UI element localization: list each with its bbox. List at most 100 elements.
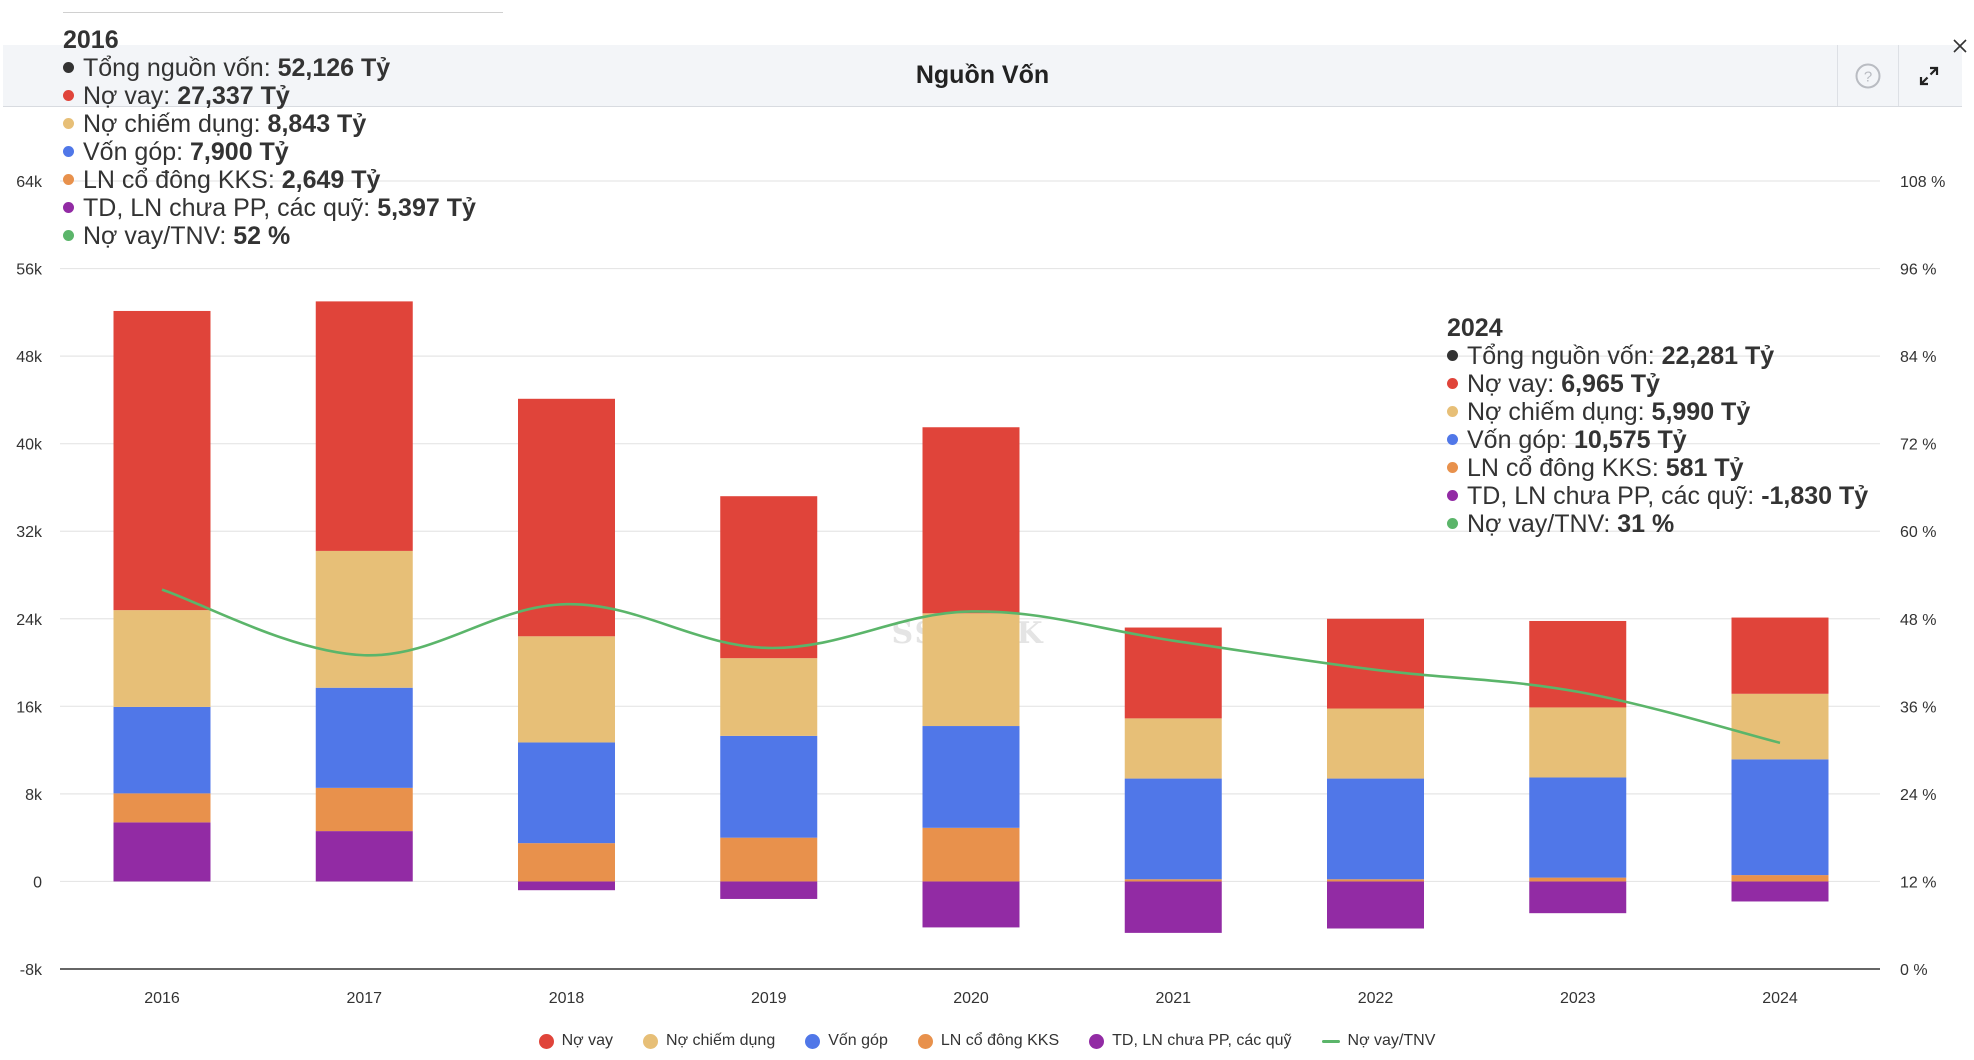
bar-segment-von_gop[interactable] (922, 726, 1020, 828)
legend-dot-icon (538, 1033, 554, 1049)
bar-segment-td_ln[interactable] (1731, 881, 1829, 902)
bar-segment-ln_co_dong[interactable] (1529, 877, 1627, 882)
tooltip-label: Tổng nguồn vốn: (1467, 342, 1662, 370)
tooltip-row: TD, LN chưa PP, các quỹ: -1,830 Tỷ (1447, 482, 1868, 510)
bar-segment-td_ln[interactable] (315, 831, 413, 882)
series-dot-icon (63, 145, 74, 157)
bar-segment-von_gop[interactable] (1124, 778, 1222, 880)
bar-segment-no_vay[interactable] (720, 496, 818, 659)
tooltip-label: LN cổ đông KKS: (1467, 454, 1666, 482)
x-tick-label: 2017 (346, 990, 382, 1007)
x-tick-label: 2018 (549, 990, 585, 1007)
legend-label: Nợ vay/TNV (1347, 1032, 1436, 1049)
tooltip-label: Nợ chiếm dụng: (83, 110, 268, 138)
tooltip-value: 31 % (1617, 510, 1675, 538)
x-tick-label: 2016 (144, 990, 180, 1007)
bar-segment-no_chiem_dung[interactable] (1124, 718, 1222, 779)
x-axis-labels: 2016 2017 2018 2019 2020 2021 2022 2023 2024 (144, 990, 1798, 1007)
chart-legend: Nợ vay Nợ chiếm dụng Vốn góp LN cổ đông KKS… (0, 1032, 1974, 1050)
y-left-tick-label: 56k (16, 262, 43, 279)
y-right-tick-label: 84 % (1900, 349, 1936, 366)
bar-segment-ln_co_dong[interactable] (1731, 875, 1829, 882)
bar-segment-no_vay[interactable] (1327, 618, 1424, 709)
bar-segment-no_vay[interactable] (518, 398, 615, 637)
legend-item[interactable]: TD, LN chưa PP, các quỹ (1089, 1032, 1292, 1050)
bar-segment-td_ln[interactable] (113, 822, 211, 882)
bar-segment-von_gop[interactable] (1327, 778, 1424, 880)
legend-item[interactable]: Nợ chiếm dụng (643, 1032, 775, 1050)
bar-segment-ln_co_dong[interactable] (1124, 879, 1222, 882)
bar-segment-no_chiem_dung[interactable] (1327, 708, 1424, 779)
series-dot-icon (63, 117, 74, 129)
bar-segment-no_chiem_dung[interactable] (518, 636, 615, 743)
bar-segment-ln_co_dong[interactable] (518, 843, 615, 882)
bar-segment-td_ln[interactable] (1124, 881, 1222, 933)
tooltip-label: Nợ vay/TNV: (1467, 510, 1618, 538)
close-button[interactable] (1948, 34, 1972, 58)
tooltip-label: LN cổ đông KKS: (83, 166, 282, 194)
bar-segment-von_gop[interactable] (518, 742, 615, 844)
bar-segment-von_gop[interactable] (720, 735, 818, 838)
bar-segment-von_gop[interactable] (1731, 759, 1829, 876)
bar-segment-no_vay[interactable] (1529, 620, 1627, 708)
y-left-tick-label: -8k (20, 962, 43, 979)
bar-segment-no_chiem_dung[interactable] (113, 610, 211, 707)
series-dot-icon (63, 201, 74, 213)
bar-segment-no_vay[interactable] (315, 301, 413, 551)
bar-segment-ln_co_dong[interactable] (113, 793, 211, 823)
bar-segment-td_ln[interactable] (922, 881, 1020, 928)
top-divider (63, 12, 503, 13)
expand-button[interactable] (1899, 45, 1959, 106)
bar-segment-no_chiem_dung[interactable] (1529, 707, 1627, 778)
help-button[interactable]: ? (1838, 45, 1898, 106)
bar-segment-td_ln[interactable] (1327, 881, 1424, 929)
series-dot-icon (63, 173, 74, 185)
legend-item[interactable]: Nợ vay/TNV (1321, 1032, 1436, 1050)
tooltip-label: Vốn góp: (83, 138, 191, 166)
bar-segment-td_ln[interactable] (720, 881, 818, 899)
tooltip-row: Nợ vay/TNV: 31 % (1447, 510, 1868, 538)
question-circle-icon: ? (1855, 63, 1881, 88)
tooltip-label: TD, LN chưa PP, các quỹ: (83, 194, 378, 222)
x-tick-label: 2022 (1358, 990, 1394, 1007)
y-left-tick-label: 40k (16, 437, 43, 454)
legend-item[interactable]: Vốn góp (805, 1032, 888, 1050)
bar-segment-no_vay[interactable] (113, 310, 211, 611)
legend-line-icon (1321, 1039, 1340, 1043)
y-right-tick-label: 96 % (1900, 262, 1936, 279)
bar-segment-td_ln[interactable] (518, 881, 615, 891)
bar-segment-no_chiem_dung[interactable] (922, 613, 1020, 727)
bar-segment-von_gop[interactable] (1529, 777, 1627, 878)
tooltip-value: 27,337 Tỷ (177, 82, 290, 110)
bar-segment-ln_co_dong[interactable] (315, 787, 413, 832)
bar-segment-von_gop[interactable] (315, 687, 413, 788)
tooltip-year: 2016 (63, 26, 119, 54)
legend-label: Nợ vay (561, 1032, 614, 1049)
legend-item[interactable]: LN cổ đông KKS (917, 1032, 1059, 1050)
bar-segment-no_chiem_dung[interactable] (720, 658, 818, 736)
y-left-tick-label: 8k (25, 787, 43, 804)
header-divider (1898, 45, 1899, 106)
bar-segment-no_chiem_dung[interactable] (1731, 693, 1829, 760)
legend-dot-icon (917, 1033, 933, 1049)
bar-segment-no_vay[interactable] (1124, 627, 1222, 719)
tooltip-2016: 2016 Tổng nguồn vốn: 52,126 Tỷ Nợ vay: 27… (63, 26, 476, 250)
bar-segment-ln_co_dong[interactable] (720, 837, 818, 882)
bar-segment-td_ln[interactable] (1529, 881, 1627, 914)
series-dot-icon (1447, 517, 1458, 529)
bar-segment-ln_co_dong[interactable] (922, 827, 1020, 882)
tooltip-row: Vốn góp: 7,900 Tỷ (63, 138, 476, 166)
y-right-tick-label: 24 % (1900, 787, 1936, 804)
tooltip-row: Tổng nguồn vốn: 22,281 Tỷ (1447, 342, 1868, 370)
y-right-tick-label: 60 % (1900, 524, 1936, 541)
bar-segment-von_gop[interactable] (113, 706, 211, 794)
bar-segment-ln_co_dong[interactable] (1327, 879, 1424, 882)
bar-segment-no_vay[interactable] (922, 427, 1020, 614)
bar-segment-no_vay[interactable] (1731, 617, 1829, 694)
y-right-tick-label: 72 % (1900, 437, 1936, 454)
series-dot-icon (63, 89, 74, 101)
legend-item[interactable]: Nợ vay (538, 1032, 614, 1050)
series-dot-icon (1447, 489, 1458, 501)
y-right-tick-label: 12 % (1900, 874, 1936, 891)
bar-segment-no_chiem_dung[interactable] (315, 550, 413, 688)
